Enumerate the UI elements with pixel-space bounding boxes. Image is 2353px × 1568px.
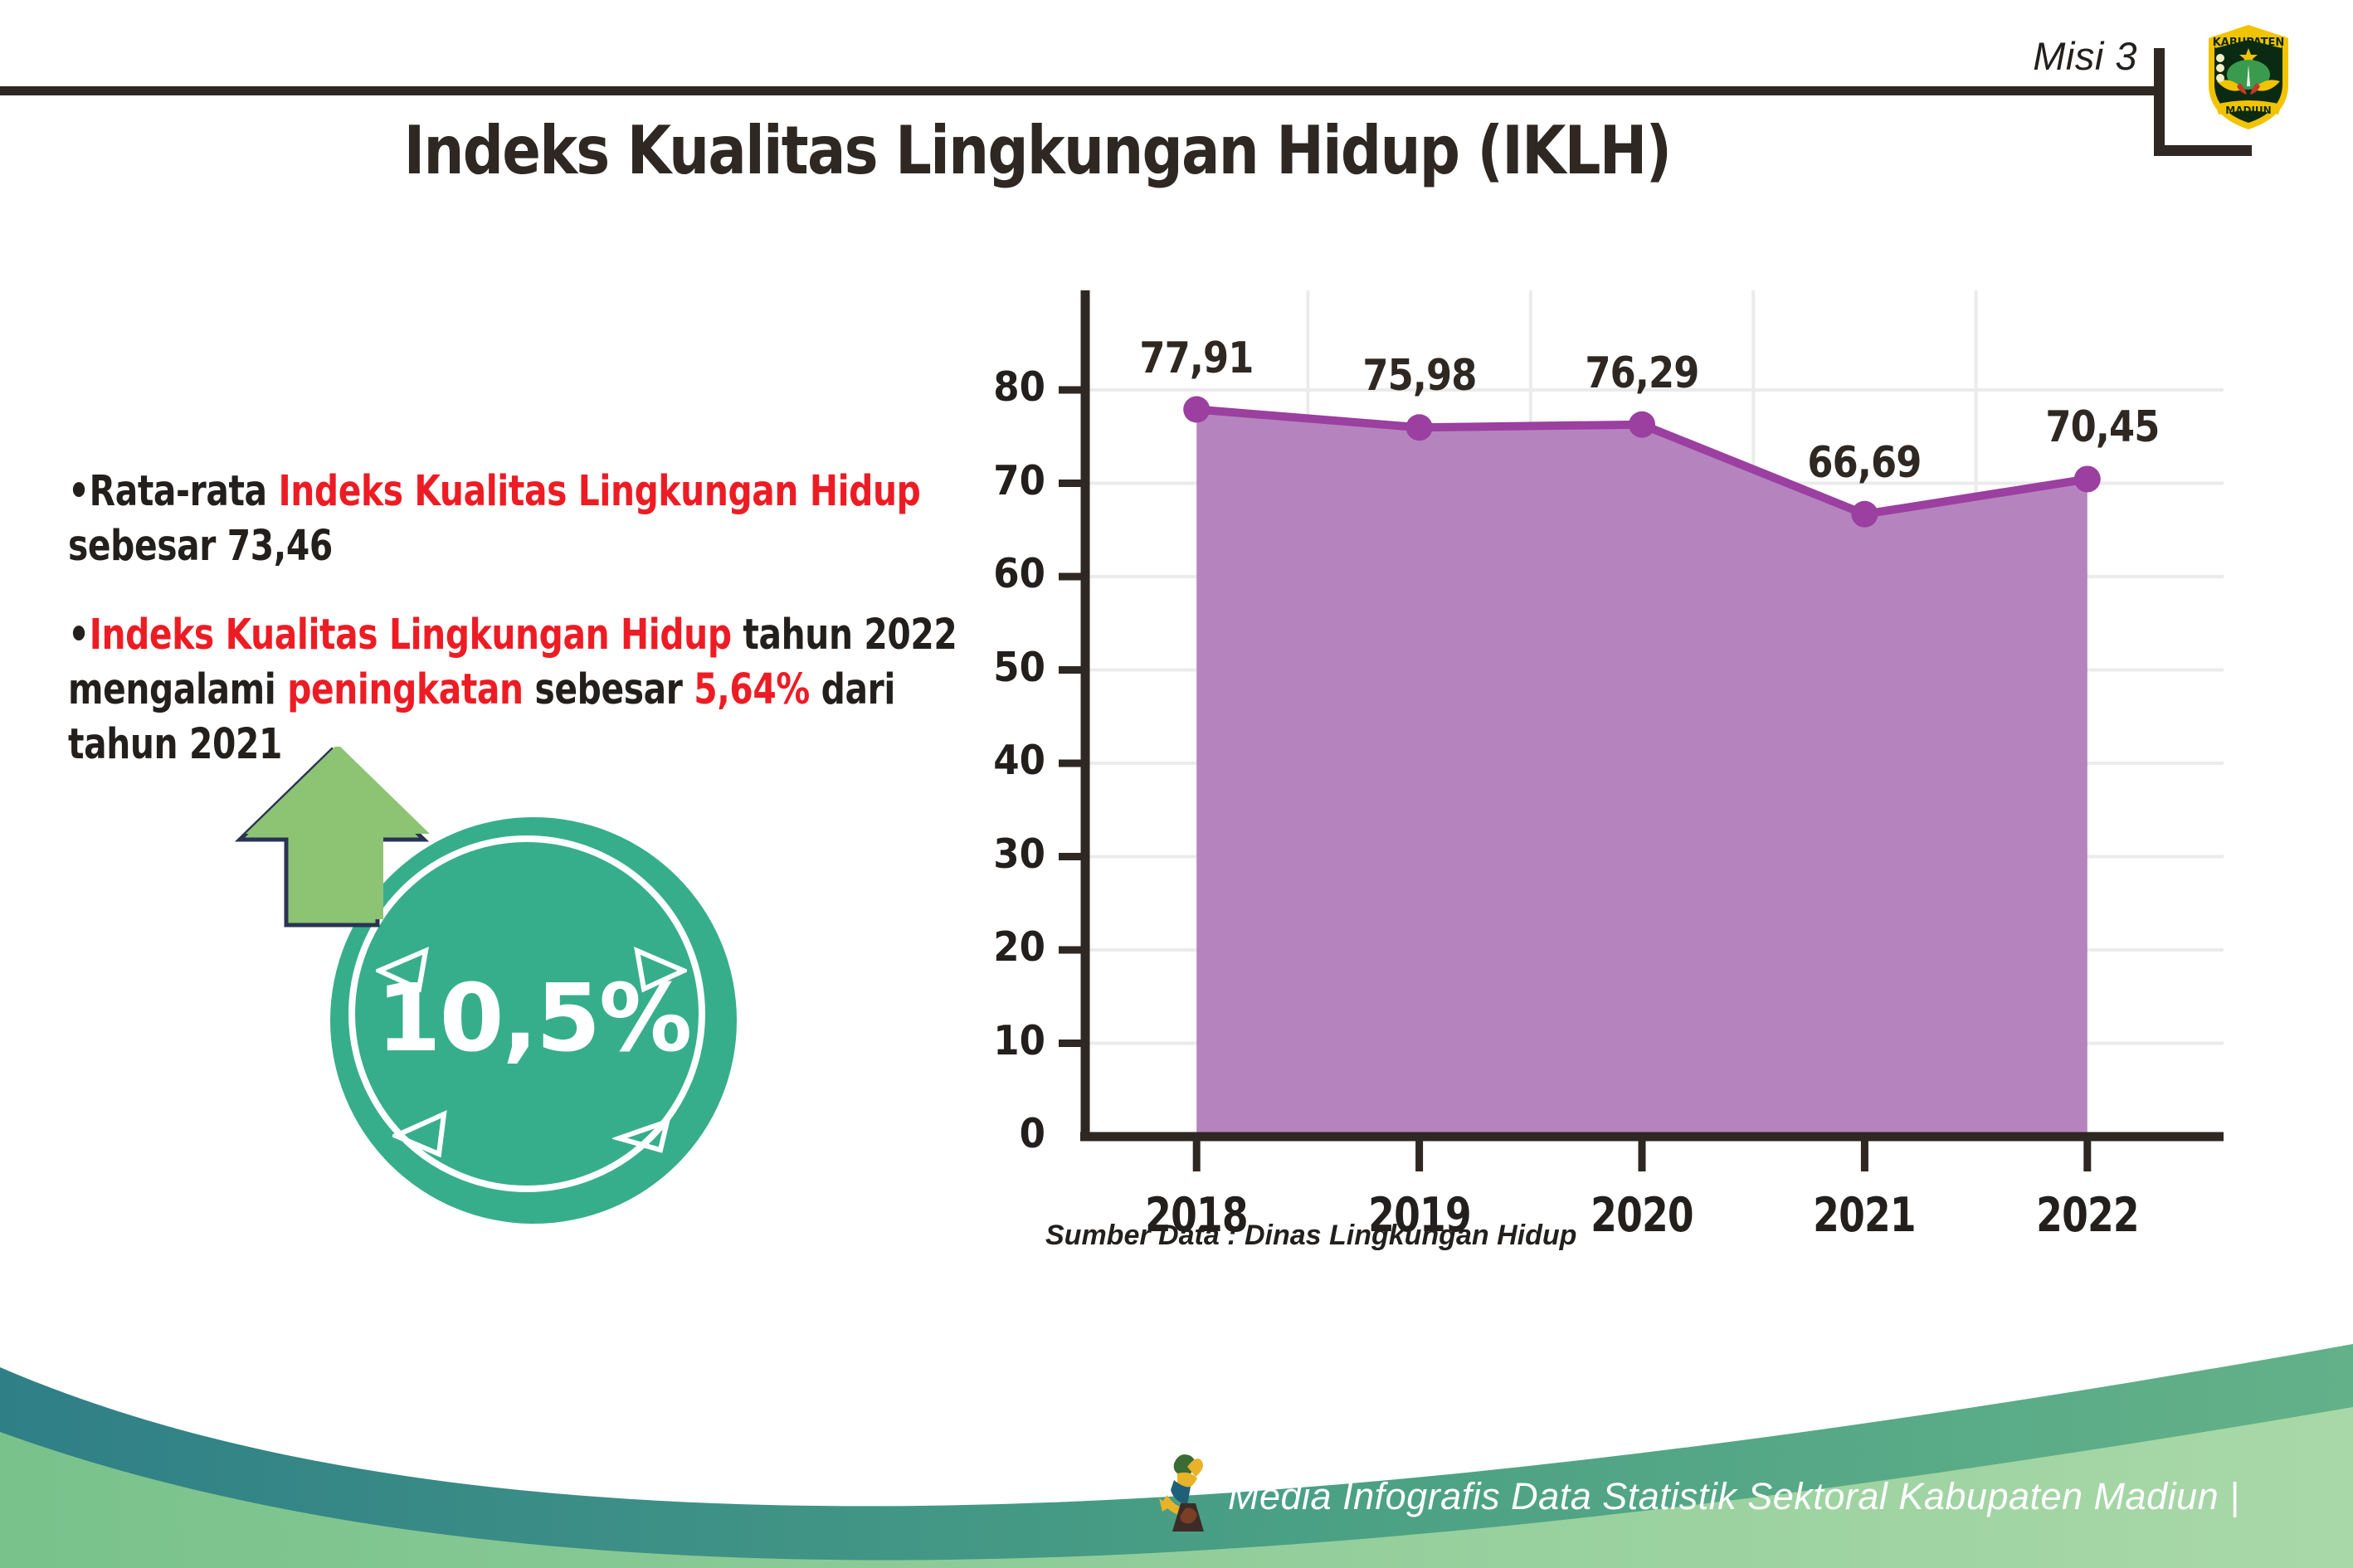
mission-label: Misi 3: [2033, 34, 2137, 78]
data-point-marker[interactable]: [1405, 414, 1433, 441]
highlighted-text: peningkatan: [287, 665, 524, 714]
chart-source-caption: Sumber Data : Dinas Lingkungan Hidup: [1045, 1220, 1577, 1251]
plain-text: •Rata-rata: [68, 467, 279, 516]
footer-caption: Media Infografis Data Statistik Sektoral…: [1228, 1475, 2240, 1517]
y-axis-ticks: [1059, 386, 1085, 1047]
badge-tick-bottom-right: [612, 1118, 670, 1153]
wave-light: [0, 1407, 2353, 1568]
footer-waves: [0, 1344, 2353, 1568]
highlighted-text: Indeks Kualitas Lingkungan Hidup: [278, 467, 921, 516]
data-point-label: 75,98: [1362, 351, 1477, 402]
footer-banner: [0, 1269, 2353, 1568]
y-axis-label: 60: [993, 550, 1045, 597]
page-title: Indeks Kualitas Lingkungan Hidup (IKLH): [403, 112, 1672, 189]
data-point-marker[interactable]: [1851, 500, 1878, 528]
header-rule: [0, 86, 2154, 95]
series-markers: [1183, 396, 2101, 528]
iklh-area-chart: 0 10 20 30 40 50 60 70 80 2018 2019 2020 2021 2022 7…: [979, 290, 2224, 1286]
growth-badge: 10,5%: [330, 817, 737, 1224]
x-axis-label: 2021: [1813, 1188, 1917, 1243]
bps-statistics-figure-icon: [1149, 1444, 1225, 1535]
y-axis-label: 10: [993, 1016, 1045, 1064]
arrow-up-icon: [234, 744, 430, 942]
summary-bullets: •Rata-rata Indeks Kualitas Lingkungan Hi…: [68, 465, 989, 806]
header-bracket-horizontal: [2154, 145, 2252, 156]
x-axis-label: 2022: [2035, 1188, 2140, 1243]
y-axis-label: 20: [993, 923, 1045, 971]
highlighted-text: Indeks Kualitas Lingkungan Hidup: [89, 610, 732, 660]
area-fill: [1196, 409, 2087, 1137]
badge-tick-top-right: [634, 947, 687, 993]
data-point-label: 66,69: [1807, 437, 1922, 488]
svg-text:KABUPATEN: KABUPATEN: [2213, 37, 2285, 49]
y-axis-label: 70: [993, 456, 1045, 504]
y-axis-label: 40: [993, 737, 1045, 784]
badge-value: 10,5%: [376, 965, 693, 1073]
data-point-label: 70,45: [2045, 402, 2160, 453]
data-point-label: 76,29: [1585, 348, 1699, 398]
badge-tick-top-left: [376, 947, 429, 993]
y-axis-label: 0: [1019, 1110, 1045, 1157]
plain-text: •: [68, 610, 90, 660]
x-axis-label: 2020: [1591, 1188, 1694, 1243]
x-axis-label: 2019: [1367, 1188, 1472, 1243]
x-axis-label: 2018: [1145, 1188, 1249, 1243]
y-axis-label: 50: [993, 643, 1045, 691]
y-axis-label: 30: [993, 830, 1045, 878]
x-axis-ticks: [1192, 1137, 2092, 1171]
badge-inner-ring: [348, 835, 705, 1192]
bullet-item: •Indeks Kualitas Lingkungan Hidup tahun …: [68, 608, 987, 773]
data-point-label: 77,91: [1139, 333, 1254, 383]
svg-text:MADIUN: MADIUN: [2225, 105, 2271, 116]
plain-text: sebesar 73,46: [68, 522, 333, 572]
badge-tick-bottom-left: [392, 1110, 447, 1157]
data-point-marker[interactable]: [1629, 411, 1655, 438]
plain-text: dari tahun 2021: [68, 665, 895, 770]
chart-canvas: [1059, 290, 2224, 1171]
bullet-item: •Rata-rata Indeks Kualitas Lingkungan Hi…: [68, 465, 987, 575]
header-bracket-vertical: [2154, 48, 2165, 156]
plain-text: sebesar: [523, 665, 694, 714]
data-point-marker[interactable]: [2073, 465, 2101, 493]
data-point-marker[interactable]: [1183, 396, 1211, 423]
y-axis-label: 80: [993, 363, 1045, 411]
plain-text: tahun 2022 mengalami: [68, 610, 957, 714]
kabupaten-madiun-crest-icon: KABUPATEN MADIUN: [2199, 18, 2298, 134]
highlighted-text: 5,64%: [694, 665, 810, 714]
